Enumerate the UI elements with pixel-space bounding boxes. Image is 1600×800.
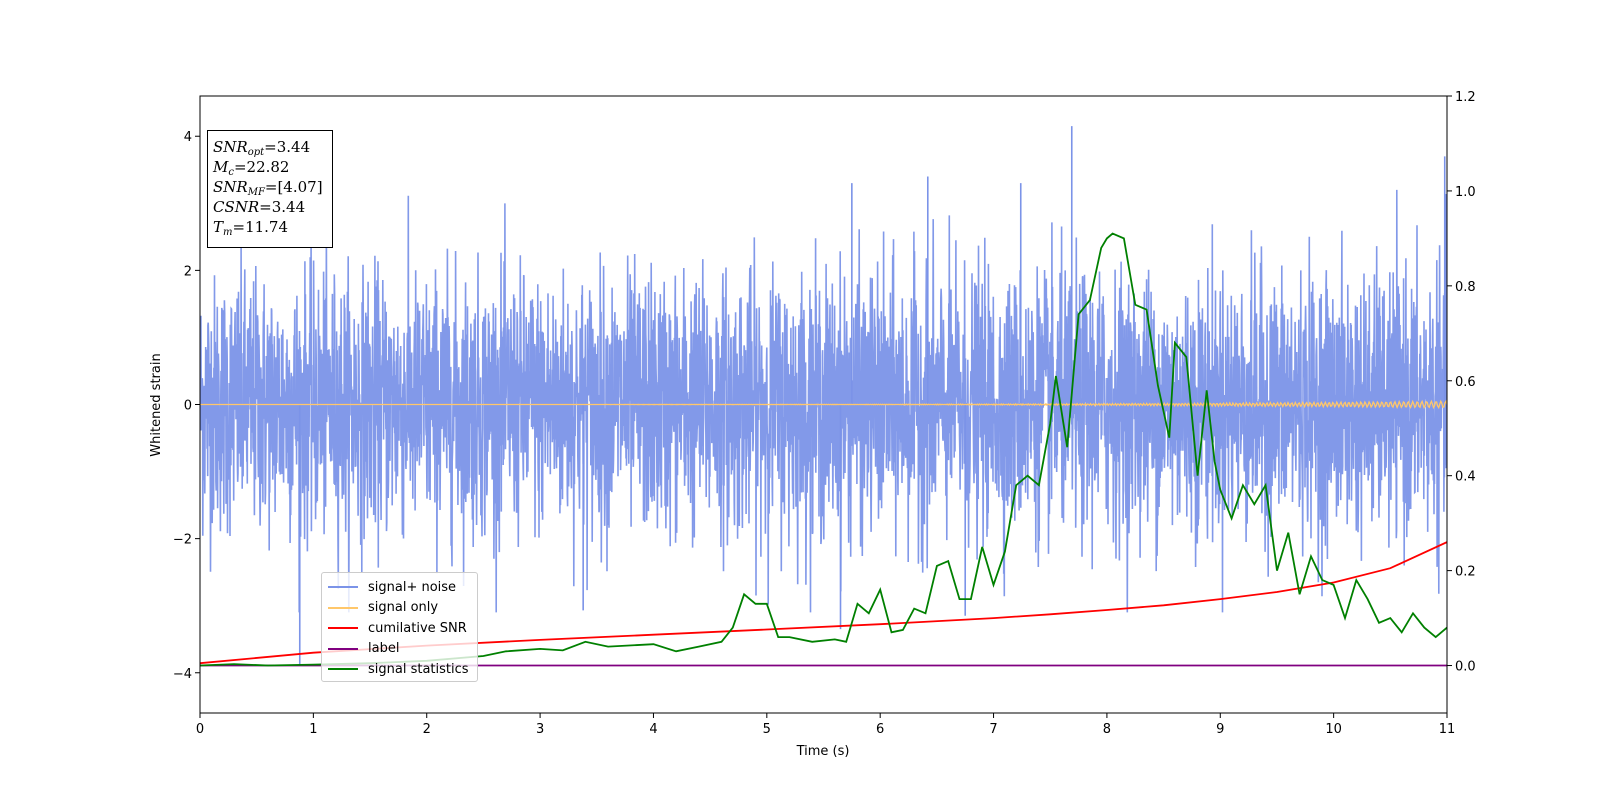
x-tick-label: 7 [989, 722, 997, 737]
y2-tick-label: 1.0 [1455, 185, 1476, 200]
csnr-value: =3.44 [259, 198, 306, 216]
y-tick-label: 2 [184, 264, 192, 279]
legend-swatch [328, 668, 358, 671]
metrics-annotation-box: SNRopt=3.44 Mc=22.82 SNRMF=[4.07] CSNR=3… [207, 130, 333, 248]
x-tick-label: 8 [1103, 722, 1111, 737]
y2-tick-label: 0.6 [1455, 375, 1476, 390]
mc-value: =22.82 [233, 158, 290, 176]
chart-legend: signal+ noise signal only cumilative SNR… [321, 572, 478, 682]
cumulative-snr-line [200, 541, 1447, 665]
legend-swatch [328, 606, 358, 609]
legend-label: signal statistics [368, 661, 469, 677]
y2-tick-label: 0.4 [1455, 470, 1476, 485]
x-tick-label: 3 [536, 722, 544, 737]
y-tick-label: 0 [184, 399, 192, 414]
x-tick-label: 9 [1216, 722, 1224, 737]
legend-label: cumilative SNR [368, 620, 467, 636]
y2-tick-label: 0.8 [1455, 280, 1476, 295]
snr-mf-annotation: SNRMF=[4.07] [213, 178, 323, 198]
x-tick-label: 0 [196, 722, 204, 737]
x-tick-label: 1 [309, 722, 317, 737]
legend-label: label [368, 641, 400, 657]
signal-only-line [200, 399, 1447, 410]
legend-item-label: label [328, 639, 471, 660]
legend-item-signal-only: signal only [328, 598, 471, 619]
legend-swatch [328, 647, 358, 650]
legend-swatch [328, 627, 358, 630]
snr-opt-value: =3.44 [264, 138, 311, 156]
x-tick-label: 4 [649, 722, 657, 737]
signal-noise-line [200, 189, 1447, 613]
signal-statistics-line [200, 232, 1447, 667]
x-tick-label: 6 [876, 722, 884, 737]
y-tick-label: −2 [173, 533, 192, 548]
y2-tick-label: 1.2 [1455, 90, 1476, 105]
legend-item-signal-statistics: signal statistics [328, 659, 471, 680]
x-tick-label: 10 [1325, 722, 1342, 737]
legend-swatch [328, 586, 358, 589]
legend-item-cumulative-snr: cumilative SNR [328, 618, 471, 639]
y-axis-label: Whitened strain [149, 353, 164, 456]
plot-area [200, 126, 1447, 667]
axis-ticks: 0 1 2 3 4 5 6 7 8 9 10 11 −4 −2 0 2 4 0.0 0.2 0.4 0.6 0.8 1.0 1… [173, 90, 1476, 737]
legend-label: signal+ noise [368, 579, 457, 595]
mc-annotation: Mc=22.82 [213, 158, 290, 178]
legend-item-signal-noise: signal+ noise [328, 577, 471, 598]
y-tick-label: 4 [184, 130, 192, 145]
x-tick-label: 11 [1439, 722, 1456, 737]
tm-value: =11.74 [232, 218, 289, 236]
y-tick-label: −4 [173, 667, 192, 682]
x-tick-label: 5 [763, 722, 771, 737]
tm-annotation: Tm=11.74 [213, 218, 289, 238]
csnr-annotation: CSNR=3.44 [213, 198, 306, 216]
snr-mf-value: =[4.07] [264, 178, 323, 196]
snr-opt-annotation: SNRopt=3.44 [213, 138, 311, 158]
x-axis-label: Time (s) [796, 744, 850, 759]
y2-tick-label: 0.0 [1455, 660, 1476, 675]
x-tick-label: 2 [423, 722, 431, 737]
y2-tick-label: 0.2 [1455, 565, 1476, 580]
legend-label: signal only [368, 600, 439, 616]
